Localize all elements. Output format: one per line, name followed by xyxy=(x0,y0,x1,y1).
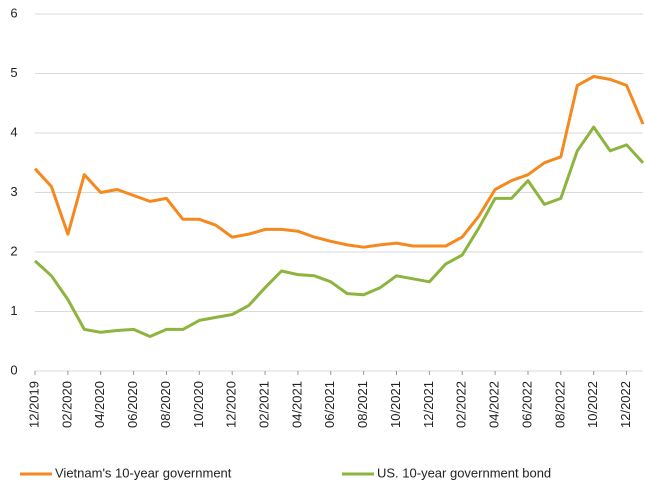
x-tick-label: 12/2020 xyxy=(224,381,239,428)
x-tick-label: 04/2022 xyxy=(487,381,502,428)
y-tick-label: 4 xyxy=(10,124,17,139)
x-tick-label: 08/2021 xyxy=(355,381,370,428)
y-tick-label: 3 xyxy=(10,184,17,199)
x-tick-label: 10/2020 xyxy=(191,381,206,428)
x-tick-label: 02/2020 xyxy=(59,381,74,428)
x-tick-label: 02/2021 xyxy=(256,381,271,428)
x-tick-label: 06/2022 xyxy=(519,381,534,428)
y-tick-label: 5 xyxy=(10,65,17,80)
y-tick-label: 1 xyxy=(10,303,17,318)
x-tick-label: 04/2021 xyxy=(289,381,304,428)
x-tick-label: 08/2020 xyxy=(158,381,173,428)
x-tick-label: 10/2022 xyxy=(585,381,600,428)
y-tick-label: 2 xyxy=(10,243,17,258)
x-tick-label: 02/2022 xyxy=(454,381,469,428)
y-tick-label: 6 xyxy=(10,5,17,20)
x-tick-label: 12/2022 xyxy=(618,381,633,428)
x-tick-label: 04/2020 xyxy=(92,381,107,428)
series-line xyxy=(33,125,645,338)
x-tick-label: 12/2021 xyxy=(421,381,436,428)
x-tick-label: 10/2021 xyxy=(388,381,403,428)
x-tick-label: 08/2022 xyxy=(552,381,567,428)
x-tick-label: 06/2021 xyxy=(322,381,337,428)
legend-label: Vietnam's 10-year government xyxy=(55,465,232,480)
x-tick-label: 12/2019 xyxy=(26,381,41,428)
x-tick-label: 06/2020 xyxy=(125,381,140,428)
y-tick-label: 0 xyxy=(10,362,17,377)
legend-label: US. 10-year government bond xyxy=(377,465,551,480)
series-line xyxy=(33,75,645,249)
